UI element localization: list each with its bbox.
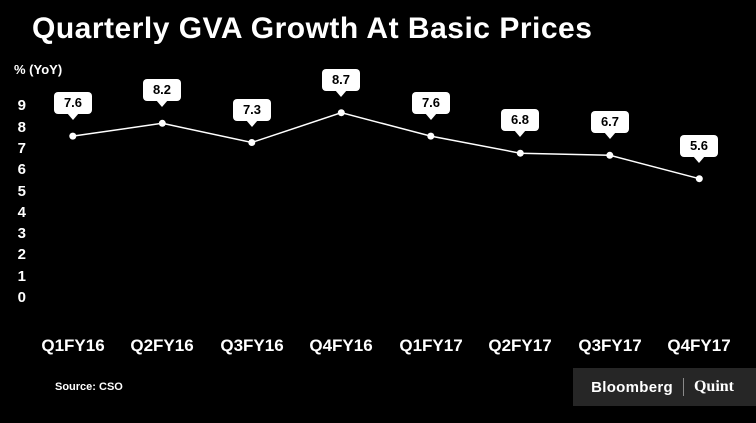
data-point-label: 8.2 <box>143 79 181 107</box>
y-axis-tick-label: 3 <box>17 225 26 242</box>
data-point <box>337 109 345 117</box>
data-point-label: 6.7 <box>591 111 629 139</box>
x-axis-category-label: Q4FY16 <box>309 336 373 355</box>
data-point-label: 7.6 <box>412 92 450 120</box>
data-point <box>427 132 435 140</box>
branding: Bloomberg Quint <box>573 368 756 406</box>
y-axis-tick-label: 9 <box>17 97 26 114</box>
source-label: Source: CSO <box>55 381 123 393</box>
brand-bloomberg: Bloomberg <box>591 378 673 396</box>
x-axis-category-label: Q2FY17 <box>488 336 552 355</box>
chart-title: Quarterly GVA Growth At Basic Prices <box>32 12 593 45</box>
data-point <box>516 149 524 157</box>
x-axis-category-label: Q2FY16 <box>130 336 194 355</box>
data-point-label: 6.8 <box>501 109 539 137</box>
data-point <box>158 119 166 127</box>
data-point-label: 5.6 <box>680 135 718 163</box>
y-axis-tick-label: 7 <box>17 140 26 157</box>
x-axis-category-label: Q3FY16 <box>220 336 284 355</box>
line-series <box>72 111 700 180</box>
y-axis-tick-label: 0 <box>17 289 26 306</box>
data-point <box>695 175 703 183</box>
data-point-label: 7.6 <box>54 92 92 120</box>
y-axis-tick-label: 2 <box>17 246 26 263</box>
data-point <box>69 132 77 140</box>
y-axis-tick-label: 8 <box>17 119 26 136</box>
x-axis-category-label: Q1FY17 <box>399 336 463 355</box>
data-point <box>606 151 614 159</box>
y-axis-tick-label: 5 <box>17 183 26 200</box>
x-axis-category-label: Q1FY16 <box>41 336 105 355</box>
x-axis-category-label: Q3FY17 <box>578 336 642 355</box>
y-axis-unit-label: % (YoY) <box>14 62 63 77</box>
x-axis-category-label: Q4FY17 <box>667 336 731 355</box>
brand-quint: Quint <box>693 378 734 395</box>
brand-separator-icon <box>682 378 684 396</box>
y-axis-tick-label: 1 <box>17 268 26 285</box>
data-point-label: 7.3 <box>233 99 271 127</box>
y-axis-tick-label: 4 <box>17 204 26 221</box>
y-axis-tick-label: 6 <box>17 161 26 178</box>
data-point <box>248 139 256 146</box>
data-point-label: 8.7 <box>322 69 360 97</box>
